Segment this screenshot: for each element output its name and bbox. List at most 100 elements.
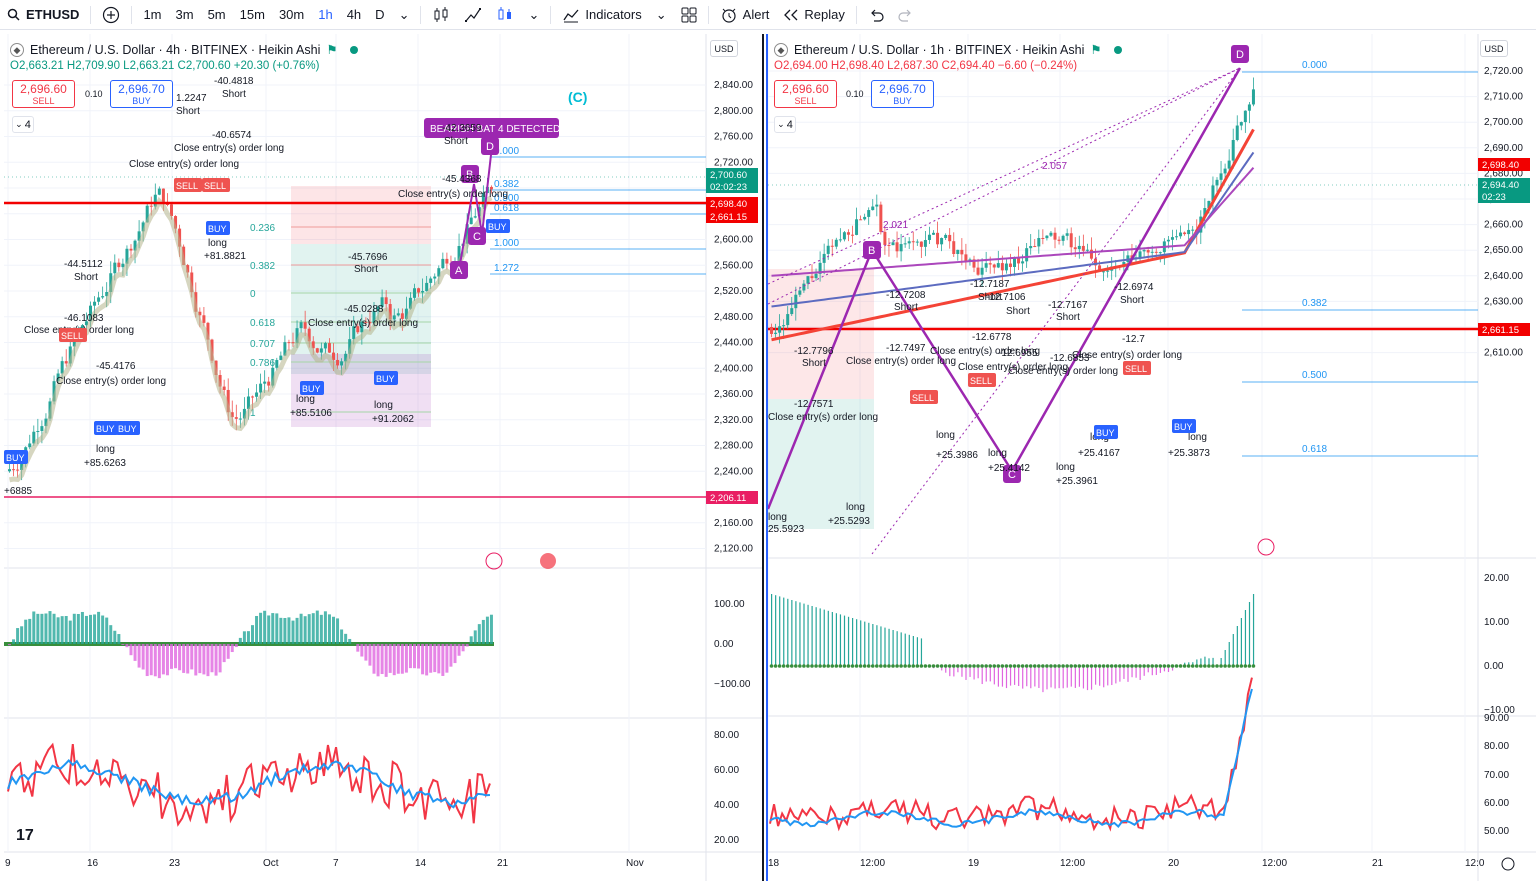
candle-body (1170, 237, 1174, 240)
moving-average-mid (771, 151, 1255, 308)
fib-level-label: 0.000 (494, 146, 519, 157)
interval-d[interactable]: D (368, 0, 391, 30)
interval-3m[interactable]: 3m (169, 0, 201, 30)
price-tick-label: 2,690.00 (1484, 143, 1523, 154)
symbol-search[interactable]: ETHUSD (0, 0, 86, 30)
trade-annotation: Short (354, 264, 378, 275)
spread-value: 0.10 (85, 89, 103, 99)
oscillator-zero-dot (1101, 664, 1106, 668)
sell-signal-label: SELL (61, 331, 83, 341)
fib-box-label: 0.786 (250, 358, 275, 369)
oscillator-bar (145, 644, 149, 677)
price-tick-label: 2,800.00 (714, 106, 753, 117)
date-tick-label: 12:0 (1465, 858, 1485, 869)
interval-1h[interactable]: 1h (311, 0, 339, 30)
candle-body (327, 343, 331, 353)
currency-button[interactable]: USD (710, 40, 738, 57)
trade-annotation: Short (978, 292, 1002, 303)
indicators-collapse-toggle[interactable]: ⌄ 4 (774, 116, 796, 133)
candle-body (1158, 252, 1162, 254)
pattern-point-badge (1003, 465, 1021, 483)
trade-annotation: -12.7 (1122, 334, 1145, 345)
oscillator-zero-dot (988, 664, 992, 668)
chevron-down-icon: ⌄ (398, 6, 410, 22)
legend-title: ◆ Ethereum / U.S. Dollar · 4h · BITFINEX… (10, 42, 358, 57)
oscillator-bar (1236, 626, 1238, 666)
chevron-down-icon: ⌄ (777, 119, 785, 129)
compare-button[interactable] (95, 0, 127, 30)
oscillator-bar (327, 614, 331, 644)
chart-type-dropdown[interactable]: ⌄ (521, 0, 546, 30)
undo-button[interactable] (861, 0, 891, 30)
rsi-tick-label: 90.00 (1484, 713, 1509, 724)
candle-body (1183, 232, 1187, 235)
trade-annotation: -12.7796 (794, 346, 834, 357)
buy-price: 2,696.70 (118, 82, 165, 96)
symbol-description: Ethereum / U.S. Dollar · 1h · BITFINEX ·… (794, 42, 1085, 57)
indicators-button[interactable]: Indicators (555, 0, 648, 30)
candle-body (867, 210, 871, 217)
interval-1m[interactable]: 1m (136, 0, 168, 30)
candle-body (473, 216, 477, 218)
rsi-fast-line (7, 742, 491, 827)
candle-body (226, 389, 230, 413)
lightning-event-icon (1257, 538, 1275, 556)
oscillator-bar (178, 644, 182, 671)
rsi-tick-label: 60.00 (714, 765, 739, 776)
oscillator-bar (1009, 666, 1012, 686)
oscillator-bar (852, 618, 854, 666)
oscillator-bar (811, 606, 813, 666)
redo-button[interactable] (891, 0, 921, 30)
currency-button[interactable]: USD (1480, 40, 1508, 57)
chart-type-heikin-ashi[interactable] (489, 0, 521, 30)
oscillator-zero-dot (875, 664, 879, 668)
oscillator-bar (449, 644, 453, 667)
oscillator-bar (117, 634, 121, 644)
layouts-button[interactable] (674, 0, 704, 30)
oscillator-bar (1046, 666, 1048, 690)
chart-type-candles[interactable] (425, 0, 457, 30)
oscillator-zero-dot (1223, 664, 1227, 668)
fib-box-label: 0.618 (250, 318, 275, 329)
chart-type-line[interactable] (457, 0, 489, 30)
chart-canvas-4h[interactable]: 2,840.002,800.002,760.002,720.002,680.00… (4, 34, 764, 881)
oscillator-bar (953, 666, 955, 677)
alert-button[interactable]: Alert (713, 0, 777, 30)
chart-panel-4h[interactable]: 2,840.002,800.002,760.002,720.002,680.00… (4, 34, 764, 881)
oscillator-zero-dot (1199, 664, 1203, 668)
candle-body (388, 304, 392, 320)
buy-button[interactable]: 2,696.70 BUY (871, 80, 934, 108)
rsi-tick-label: 60.00 (1484, 798, 1509, 809)
date-tick-label: 21 (1372, 858, 1384, 869)
oscillator-tick-label: 0.00 (1484, 661, 1504, 672)
oscillator-bar (896, 631, 898, 666)
interval-30m[interactable]: 30m (272, 0, 311, 30)
oscillator-bar (137, 644, 141, 668)
replay-button[interactable]: Replay (776, 0, 851, 30)
oscillator-zero-dot (870, 664, 875, 668)
trade-annotation: long (208, 238, 227, 249)
chart-canvas-1h[interactable]: 2,720.00 2,710.00 2,700.00 2,690.00 2,680.00… (768, 34, 1536, 881)
indicators-collapse-toggle[interactable]: ⌄ 4 (12, 116, 34, 133)
chart-panel-1h[interactable]: 2,720.00 2,710.00 2,700.00 2,690.00 2,680.00… (766, 34, 1536, 881)
trade-annotation: Close entry(s) order long (1008, 366, 1118, 377)
sell-button[interactable]: 2,696.60 SELL (774, 80, 837, 108)
interval-5m[interactable]: 5m (201, 0, 233, 30)
candle-body (1106, 270, 1110, 272)
candle-body (392, 315, 396, 320)
interval-15m[interactable]: 15m (233, 0, 272, 30)
buy-button[interactable]: 2,696.70 BUY (110, 80, 173, 108)
oscillator-zero-dot (1016, 664, 1021, 668)
interval-label: 3m (175, 7, 194, 22)
trade-annotation: long (374, 400, 393, 411)
price-tick-label: 2,610.00 (1484, 348, 1523, 359)
interval-dropdown[interactable]: ⌄ (392, 0, 417, 30)
oscillator-zero-dot (1166, 664, 1171, 668)
oscillator-zero-dot (1207, 664, 1211, 668)
trade-annotation: long (1056, 462, 1075, 473)
oscillator-bar (421, 644, 425, 675)
indicators-dropdown[interactable]: ⌄ (649, 0, 674, 30)
interval-4h[interactable]: 4h (340, 0, 368, 30)
sell-button[interactable]: 2,696.60 SELL (12, 80, 75, 108)
oscillator-bar (1111, 666, 1113, 686)
